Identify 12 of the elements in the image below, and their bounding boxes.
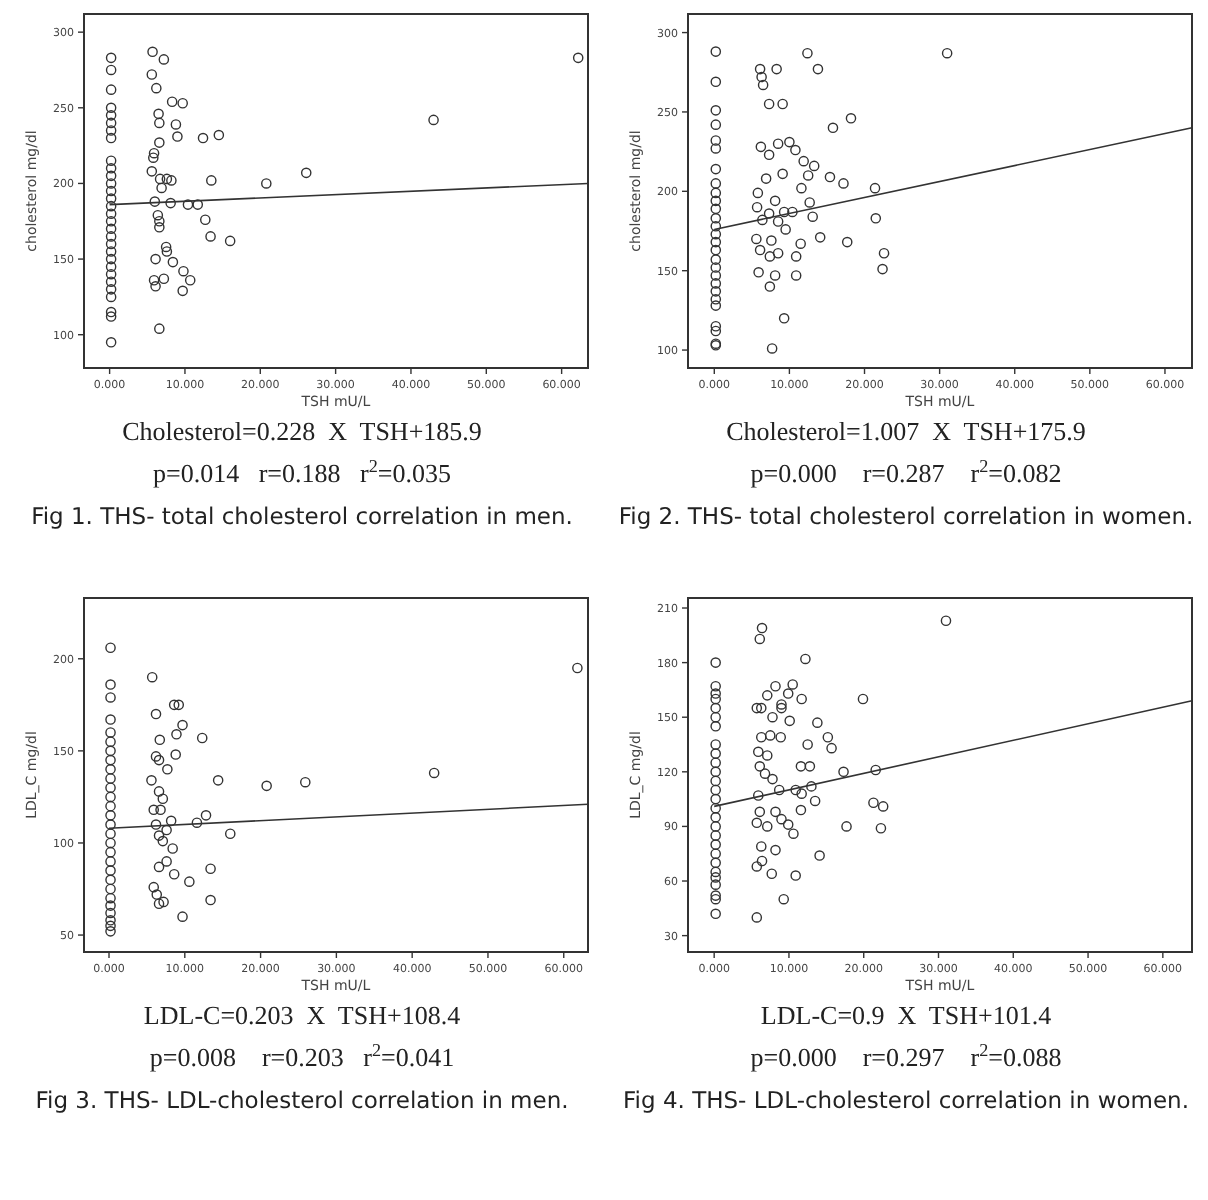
text: LDL-C=0.203 X TSH+108.4 — [143, 1000, 462, 1030]
text: Cholesterol=0.228 X TSH+185.9 — [122, 416, 482, 446]
text: p=0.000 r=0.297 r$^{2}$=0.088 — [750, 1040, 1062, 1072]
caption: Fig 3. THS- LDL-cholesterol correlation in men. — [35, 1086, 569, 1114]
text: p=0.008 r=0.203 r$^{2}$=0.041 — [149, 1040, 455, 1072]
text: p=0.000 r=0.287 r$^{2}$=0.082 — [750, 456, 1062, 488]
text: LDL-C=0.9 X TSH+101.4 — [760, 1000, 1053, 1030]
caption: Fig 2. THS- total cholesterol correlation in women. — [618, 502, 1194, 530]
caption: Fig 1. THS- total cholesterol correlation in men. — [31, 502, 573, 530]
text: p=0.014 r=0.188 r$^{2}$=0.035 — [153, 456, 451, 488]
caption: Fig 4. THS- LDL-cholesterol correlation in women. — [623, 1086, 1189, 1114]
text: Cholesterol=1.007 X TSH+175.9 — [726, 416, 1086, 446]
